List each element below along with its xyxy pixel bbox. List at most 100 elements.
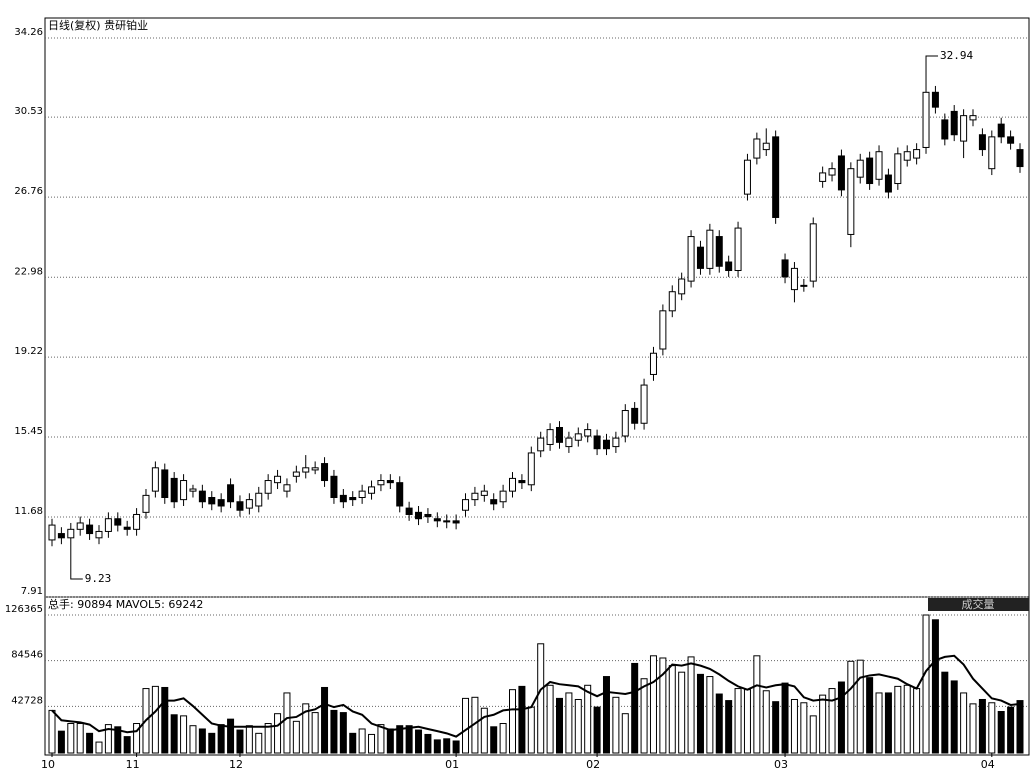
candle-body [922,91,930,148]
volume-bar [217,724,225,754]
volume-bar [781,682,789,754]
volume-bar [772,701,780,754]
volume-bar [753,655,761,754]
x-tick-label: 02 [586,758,600,771]
candle-body [208,497,216,505]
candle-body [405,507,413,515]
candle-body [631,407,639,424]
candle-body [555,426,563,443]
candle-body [377,480,385,486]
volume-bar [368,733,376,754]
volume-bar [208,732,216,754]
candle-body [133,513,141,530]
volume-bar [678,671,686,754]
volume-bar [236,729,244,754]
candle-body [57,533,65,539]
x-tick-label: 04 [981,758,995,771]
volume-bar [170,714,178,754]
x-tick-label: 12 [229,758,243,771]
volume-bar [339,712,347,754]
candle-body [170,477,178,503]
volume-bar [931,619,939,754]
candle-body [452,520,460,524]
volume-bar [546,684,554,754]
volume-bar [894,685,902,754]
candle-body [762,142,770,151]
volume-bar [198,728,206,754]
volume-bar [86,732,94,754]
candle-body [264,480,272,494]
candle-body [1007,136,1015,144]
candle-body [509,477,517,492]
volume-bar [790,698,798,754]
volume-bar [969,703,977,754]
candle-body [330,475,338,499]
volume-bar [696,673,704,754]
candle-body [866,157,874,185]
volume-label: 成交量 [962,597,995,611]
volume-bar [922,614,930,754]
volume-bar [809,715,817,754]
candle-body [76,522,84,530]
volume-bar [133,723,141,754]
volume-bar [161,686,169,754]
candle-body [227,484,235,503]
x-tick-label: 10 [41,758,55,771]
volume-bar [565,692,573,754]
candle-body [368,486,376,494]
annotation-pointer [70,568,83,580]
volume-bar [358,728,366,754]
volume-bar [104,724,112,754]
volume-bar [415,729,423,754]
volume-bar [330,709,338,754]
candle-body [978,134,986,151]
volume-bar [452,740,460,754]
volume-bar [884,692,892,754]
volume-bar [499,723,507,754]
volume-bar [123,736,131,754]
candle-body [123,526,131,530]
candle-body [960,115,968,142]
volume-bar [292,720,300,754]
x-tick-label: 01 [445,758,459,771]
candle-body [819,172,827,182]
volume-bar [377,724,385,754]
volume-bar [1016,700,1024,754]
volume-bar [57,730,65,754]
candle-body [687,236,695,282]
volume-bar [856,659,864,754]
volume-bar [555,697,563,754]
candle-body [725,261,733,272]
volume-bar [574,698,582,754]
volume-bar [950,680,958,754]
volume-bar [819,694,827,754]
ma-line [51,654,1021,738]
volume-bar [837,681,845,754]
candle-body [161,469,169,499]
candle-body [283,484,291,492]
candle-body [104,518,112,532]
volume-bar [668,665,676,754]
candle-body [715,236,723,267]
volume-bar [264,723,272,754]
volume-bar [828,688,836,754]
candle-body [358,490,366,499]
volume-bar [189,725,197,754]
y-tick-label: 84546 [11,650,43,661]
candle-body [527,452,535,486]
candle-body [809,223,817,282]
candle-body [302,467,310,473]
candle-body [612,437,620,448]
volume-bar [960,692,968,754]
y-tick-label: 126365 [5,604,43,615]
volume-bar [1007,706,1015,754]
candle-body [640,384,648,424]
candle-body [668,291,676,312]
candle-body [95,530,103,539]
volume-bar [978,698,986,754]
volume-bar [800,702,808,754]
candle-body [706,229,714,269]
candle-body [997,123,1005,138]
volume-bar [762,690,770,754]
